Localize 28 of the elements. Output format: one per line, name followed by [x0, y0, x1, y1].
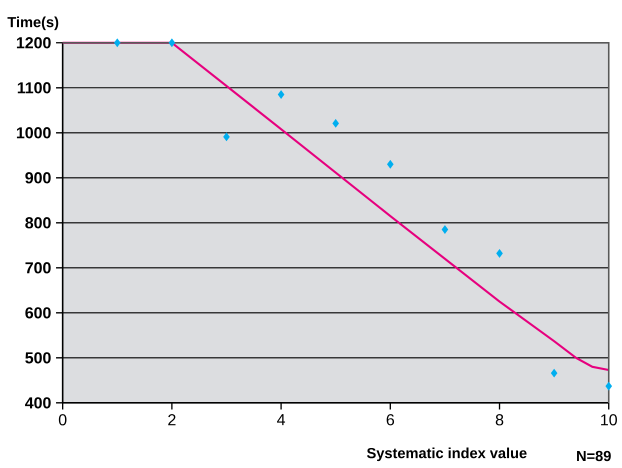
point: [168, 38, 176, 47]
point: [550, 368, 558, 378]
point: [496, 248, 503, 258]
y-tick-label: 1200: [16, 36, 51, 48]
x-tick-label: 4: [277, 414, 286, 425]
text: N=89: [577, 450, 611, 461]
x-tick-label: 0: [58, 414, 66, 426]
y-tick-label: 500: [25, 352, 51, 364]
x-tick-label: 8: [496, 414, 504, 426]
y-tick-label: 1000: [16, 126, 51, 138]
x-tick-label: 2: [168, 414, 176, 426]
y-tick-label: 900: [25, 172, 51, 184]
y-tick-label: 1100: [18, 82, 51, 94]
point: [114, 38, 121, 47]
point: [332, 118, 339, 128]
x-tick-label: 6: [386, 414, 394, 426]
y-tick-label: 600: [25, 306, 51, 318]
y-tick-label: 700: [25, 262, 51, 274]
y-tick-label: 800: [25, 216, 51, 228]
point: [223, 132, 230, 141]
point: [278, 90, 284, 99]
point: [387, 160, 394, 168]
point: [442, 225, 448, 234]
x-axis-title: Systematic index value: [367, 447, 527, 461]
point: [605, 382, 612, 390]
x-tick-label: 10: [601, 414, 617, 426]
y-axis-title: Time(s): [8, 16, 58, 30]
y-tick-label: 400: [25, 396, 51, 408]
